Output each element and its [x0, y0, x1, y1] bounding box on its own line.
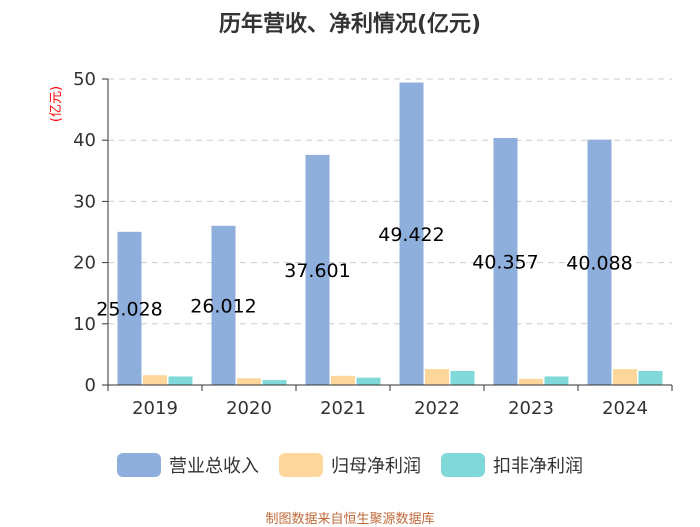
- bar-2019-series-2: [168, 376, 193, 385]
- bar-2021-series-0: [305, 154, 330, 385]
- y-tick-label: 20: [73, 253, 96, 274]
- y-tick-label: 30: [73, 191, 96, 212]
- legend-label-deducted-profit: 扣非净利润: [493, 456, 583, 477]
- bar-2020-series-1: [237, 378, 261, 385]
- legend-label-net-profit: 归母净利润: [331, 456, 421, 477]
- data-label-2023: 40.357: [472, 252, 538, 274]
- x-tick-label: 2019: [132, 398, 178, 419]
- grid-lines: [108, 78, 672, 325]
- bar-2020-series-0: [211, 225, 236, 385]
- bar-2024-series-1: [613, 369, 637, 385]
- data-labels: 25.028 26.012 37.601 49.422 40.357 40.088: [96, 224, 632, 321]
- bar-2022-series-0: [399, 82, 424, 386]
- legend-item-net-profit[interactable]: 归母净利润: [279, 452, 421, 478]
- bar-2023-series-1: [519, 378, 543, 385]
- y-axis-unit: (亿元): [49, 86, 64, 122]
- legend-item-deducted-profit[interactable]: 扣非净利润: [441, 452, 583, 478]
- x-tick-label: 2024: [602, 398, 648, 419]
- y-tick-label: 10: [73, 314, 96, 335]
- bar-2022-series-1: [425, 369, 449, 385]
- bar-2019-series-1: [143, 375, 167, 385]
- bar-2023-series-2: [544, 376, 569, 385]
- bar-2024-series-0: [587, 139, 612, 385]
- legend-label-revenue: 营业总收入: [169, 456, 259, 477]
- x-tick-label: 2022: [414, 398, 460, 419]
- bars: [117, 82, 663, 386]
- data-label-2019: 25.028: [96, 298, 162, 320]
- chart-title: 历年营收、净利情况(亿元): [218, 12, 482, 37]
- data-source-note: 制图数据来自恒生聚源数据库: [265, 512, 435, 527]
- x-tick-label: 2023: [508, 398, 554, 419]
- data-label-2021: 37.601: [284, 260, 350, 282]
- data-label-2024: 40.088: [566, 252, 632, 274]
- bar-2019-series-0: [117, 231, 142, 385]
- legend-swatch-revenue: [117, 453, 161, 477]
- axes: 0 10 20 30 40 50 2019 2020 2021 2022 2023 2024: [73, 69, 673, 419]
- bar-2020-series-2: [262, 380, 287, 385]
- x-tick-label: 2021: [320, 398, 366, 419]
- data-label-2022: 49.422: [378, 224, 444, 246]
- legend-swatch-deducted-profit: [441, 453, 485, 477]
- legend: 营业总收入 归母净利润 扣非净利润: [0, 452, 700, 478]
- legend-swatch-net-profit: [279, 453, 323, 477]
- bar-2021-series-2: [356, 377, 381, 385]
- data-label-2020: 26.012: [190, 295, 256, 317]
- bar-2022-series-2: [450, 370, 475, 385]
- bar-2021-series-1: [331, 375, 355, 385]
- y-tick-label: 50: [73, 69, 96, 90]
- y-tick-label: 0: [85, 375, 96, 396]
- y-tick-label: 40: [73, 130, 96, 151]
- legend-item-revenue[interactable]: 营业总收入: [117, 452, 259, 478]
- bar-2023-series-0: [493, 138, 518, 385]
- x-tick-label: 2020: [226, 398, 272, 419]
- bar-2024-series-2: [638, 370, 663, 385]
